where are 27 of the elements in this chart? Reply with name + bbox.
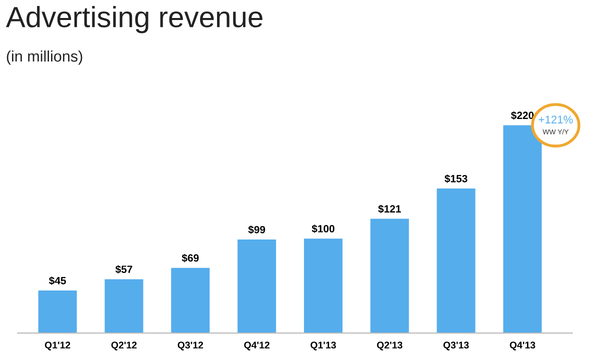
bar (38, 290, 77, 334)
chart-subtitle: (in millions) (6, 50, 82, 65)
x-tick-label: Q3'12 (178, 342, 204, 350)
x-tick-label: Q3'13 (443, 342, 469, 350)
x-tick-label: Q2'12 (111, 342, 137, 350)
bar (171, 268, 210, 334)
bar (238, 240, 276, 334)
data-label: $121 (378, 204, 401, 214)
data-label: $99 (248, 225, 266, 234)
data-label: $100 (312, 224, 334, 234)
x-tick-label: Q4'12 (244, 342, 270, 350)
bar (503, 125, 542, 334)
x-tick-label: Q2'13 (377, 342, 402, 350)
data-label: $69 (182, 254, 199, 262)
data-label: $220 (511, 111, 534, 120)
data-label: $57 (115, 265, 132, 274)
bar (104, 279, 144, 334)
annotation: +121% (538, 116, 573, 124)
x-tick-label: Q4'13 (510, 342, 536, 350)
data-label: $153 (444, 174, 468, 183)
bar (436, 188, 476, 334)
data-label: $45 (49, 276, 66, 285)
chart-title: Advertising revenue (6, 6, 262, 34)
x-tick-label: Q1'13 (310, 342, 336, 350)
bar (370, 218, 409, 334)
bar (304, 238, 342, 334)
x-tick-label: Q1'12 (44, 342, 70, 350)
